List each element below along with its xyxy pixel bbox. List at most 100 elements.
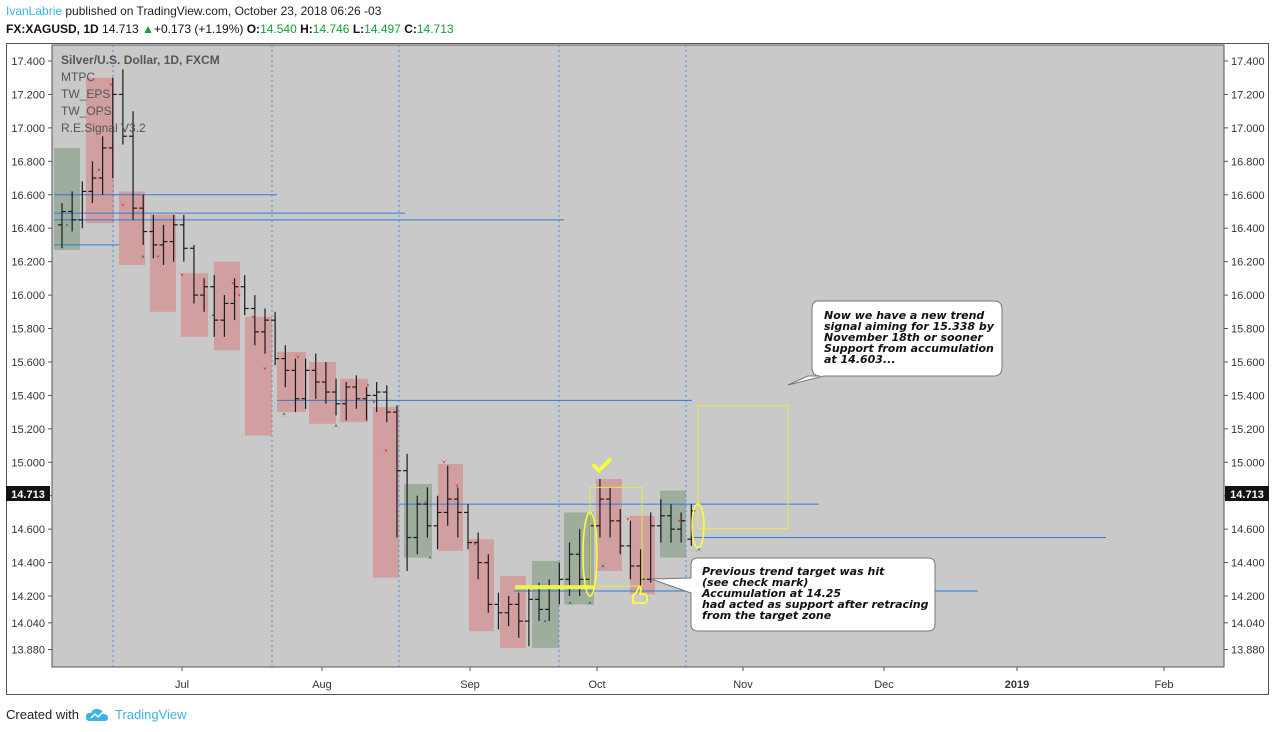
signal-down-marker [250, 313, 256, 319]
price-chart[interactable]: 17.400 17.200 17.000 16.800 16.600 16.400 16.2… [6, 43, 1269, 695]
ohlc-bar [311, 353, 320, 399]
price-tag-left: 14.713 [11, 489, 45, 501]
signal-up-marker [600, 564, 606, 570]
ohlc-bar [332, 378, 341, 416]
trend-zone-box [245, 316, 272, 436]
signal-down-marker [423, 499, 429, 505]
legend-title: Silver/U.S. Dollar, 1D, FXCM [61, 53, 220, 67]
x-tick-label: 2019 [1005, 679, 1029, 691]
footer: Created with TradingView [6, 707, 187, 722]
ohlc-bar [362, 387, 371, 421]
y-tick-label-right: 17.200 [1231, 89, 1265, 101]
ohlc-bar [352, 375, 361, 409]
legend-item-re-signal[interactable]: R.E.Signal V3.2 [61, 121, 146, 135]
annotation-previous-target[interactable]: Previous trend target was hit (see check … [650, 557, 936, 632]
signal-down-marker [236, 291, 242, 297]
y-tick-label-left: 14.200 [11, 591, 45, 603]
y-tick-label-left: 13.880 [11, 645, 45, 657]
annotation-line: from the target zone [702, 609, 832, 622]
y-tick-label-right: 14.040 [1231, 618, 1265, 630]
signal-down-marker [676, 517, 682, 523]
x-tick-label: Jul [175, 679, 189, 691]
ohlc-line: FX:XAGUSD, 1D 14.713 ▲+0.173 (+1.19%) O:… [6, 22, 454, 36]
y-tick-label-left: 15.800 [11, 324, 45, 336]
y-tick-label-right: 16.400 [1231, 223, 1265, 235]
signal-up-marker [140, 254, 146, 260]
annotation-line: (see check mark) [702, 576, 808, 589]
trend-zone-box [277, 351, 306, 413]
ohlc-bar [149, 214, 158, 259]
ohlc-bar [200, 278, 209, 312]
svg-text:Previous trend target was hit(: Previous trend target was hit (see check … [701, 565, 929, 622]
annotation-line: signal aiming for 15.338 by [824, 320, 995, 333]
signal-down-marker [262, 365, 268, 371]
x-tick-label: Oct [588, 679, 605, 691]
annotation-line: at 14.603... [824, 353, 896, 366]
close-value: 14.713 [416, 22, 454, 36]
accumulation-highlight [515, 585, 595, 590]
ohlc-bar [169, 214, 178, 262]
ohlc-bar [58, 203, 66, 249]
ohlc-bar [667, 504, 675, 543]
signal-up-marker [210, 313, 216, 319]
trend-zone-box [54, 147, 80, 250]
ohlc-bar [118, 69, 127, 145]
y-tick-label-right: 13.880 [1231, 645, 1265, 657]
ohlc-bar [108, 77, 117, 179]
ohlc-bar [139, 194, 148, 245]
price-tag-left-bg [6, 486, 50, 501]
y-tick-label-left: 17.000 [11, 123, 45, 135]
y-tick-label-left: 14.040 [11, 618, 45, 630]
y-tick-label-right: 16.200 [1231, 257, 1265, 269]
legend-item-mtpc[interactable]: MTPC [61, 70, 95, 84]
open-value: 14.540 [260, 22, 297, 36]
legend-item-tw-eps[interactable]: TW_EPS [61, 87, 110, 101]
legend-item-tw-ops[interactable]: TW_OPS [61, 104, 112, 118]
annotation-new-trend[interactable]: Now we have a new trend signal aiming for… [787, 300, 1003, 386]
y-tick-label-right: 15.400 [1231, 390, 1265, 402]
previous-target-box [589, 486, 643, 587]
ohlc-bar [342, 382, 351, 421]
signal-down-marker [179, 271, 185, 277]
signal-down-marker [441, 458, 447, 464]
tradingview-link[interactable]: TradingView [114, 707, 187, 722]
ohlc-bar [524, 587, 533, 647]
y-tick-label-left: 16.600 [11, 190, 45, 202]
y-tick-label-right: 14.600 [1231, 524, 1265, 536]
x-tick-label: Aug [312, 679, 332, 691]
check-mark-icon [592, 457, 612, 474]
y-tick-label-left: 15.000 [11, 457, 45, 469]
ohlc-bar [423, 487, 432, 538]
low-value: 14.497 [364, 22, 401, 36]
ohlc-bar [392, 405, 401, 538]
ohlc-bar [494, 592, 503, 630]
high-label: H: [300, 22, 313, 36]
tradingview-cloud-icon [85, 708, 108, 721]
signal-up-marker [696, 547, 702, 553]
signal-down-marker [383, 447, 389, 453]
y-tick-label-right: 15.000 [1231, 457, 1265, 469]
annotation-line: Accumulation at 14.25 [701, 587, 841, 600]
ohlc-bar [301, 358, 310, 409]
ohlc-bar [575, 529, 584, 597]
annotation-line: November 18th or sooner [824, 331, 983, 344]
y-tick-label-left: 14.600 [11, 524, 45, 536]
signal-up-marker [96, 168, 102, 174]
y-tick-label-right: 17.400 [1231, 56, 1265, 68]
trend-zone-box [469, 539, 494, 632]
author-link[interactable]: IvanLabrie [6, 4, 63, 18]
ohlc-bar [413, 495, 422, 555]
ohlc-bar [210, 275, 219, 337]
ohlc-bar [189, 244, 198, 304]
x-tick-label: Dec [874, 679, 894, 691]
ohlc-bar [68, 191, 77, 232]
price-tag-right-bg [1225, 486, 1269, 501]
ohlc-bar [626, 520, 635, 580]
ohlc-bar [372, 382, 381, 413]
y-tick-label-right: 15.200 [1231, 424, 1265, 436]
ohlc-bar [382, 385, 391, 423]
trend-zone-box [214, 261, 240, 351]
y-tick-label-left: 17.200 [11, 89, 45, 101]
y-tick-label-left: 15.200 [11, 424, 45, 436]
y-tick-label-left: 16.000 [11, 290, 45, 302]
